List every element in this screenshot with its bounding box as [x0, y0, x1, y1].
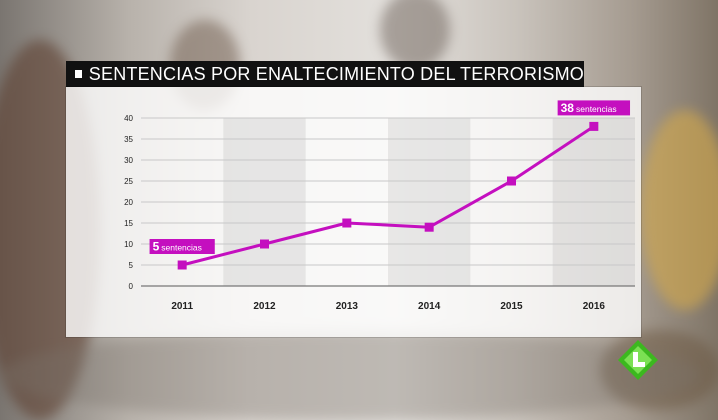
x-tick-label: 2011 — [171, 301, 193, 312]
data-point — [342, 218, 352, 228]
chart-title-bar: SENTENCIAS POR ENALTECIMIENTO DEL TERROR… — [66, 61, 584, 87]
chart-panel: 0 5 10 15 20 25 30 35 40 2011 2012 2013 2014 2015 2016… — [66, 87, 641, 337]
data-point — [177, 260, 187, 270]
annotation-unit: sentencias — [576, 104, 617, 114]
annotation-number: 5 — [153, 240, 160, 254]
y-tick-label: 20 — [124, 198, 133, 207]
x-tick-label: 2012 — [253, 301, 276, 312]
data-point — [424, 222, 434, 232]
line-chart: 0 5 10 15 20 25 30 35 40 2011 2012 2013 2014 2015 2016… — [124, 100, 635, 312]
x-tick-label: 2014 — [418, 301, 441, 312]
x-tick-label: 2015 — [500, 301, 523, 312]
annotation-label: 5 sentencias — [149, 239, 215, 254]
annotation-box — [557, 100, 631, 116]
annotation-text: 38 sentencias — [561, 101, 617, 115]
chart-title: SENTENCIAS POR ENALTECIMIENTO DEL TERROR… — [88, 63, 584, 84]
annotation-number: 38 — [561, 101, 575, 115]
x-tick-label: 2016 — [583, 301, 606, 312]
annotation-unit: sentencias — [161, 243, 202, 253]
annotation-box — [149, 239, 215, 254]
square-icon — [75, 70, 82, 78]
x-tick-label: 2013 — [336, 301, 359, 312]
lasexta-logo-icon — [618, 340, 658, 380]
data-point — [589, 121, 599, 131]
data-point — [260, 239, 269, 249]
y-tick-label: 35 — [124, 135, 133, 144]
y-tick-label: 15 — [124, 219, 133, 228]
y-tick-label: 10 — [124, 240, 133, 249]
data-point — [507, 176, 516, 186]
y-tick-label: 40 — [124, 114, 133, 123]
y-tick-label: 30 — [124, 156, 133, 165]
y-tick-label: 25 — [124, 177, 133, 186]
y-tick-label: 0 — [129, 282, 134, 291]
y-tick-label: 5 — [129, 261, 134, 270]
annotation-text: 5 sentencias — [153, 240, 202, 254]
annotation-label: 38 sentencias — [557, 100, 631, 116]
series-line — [181, 125, 595, 267]
